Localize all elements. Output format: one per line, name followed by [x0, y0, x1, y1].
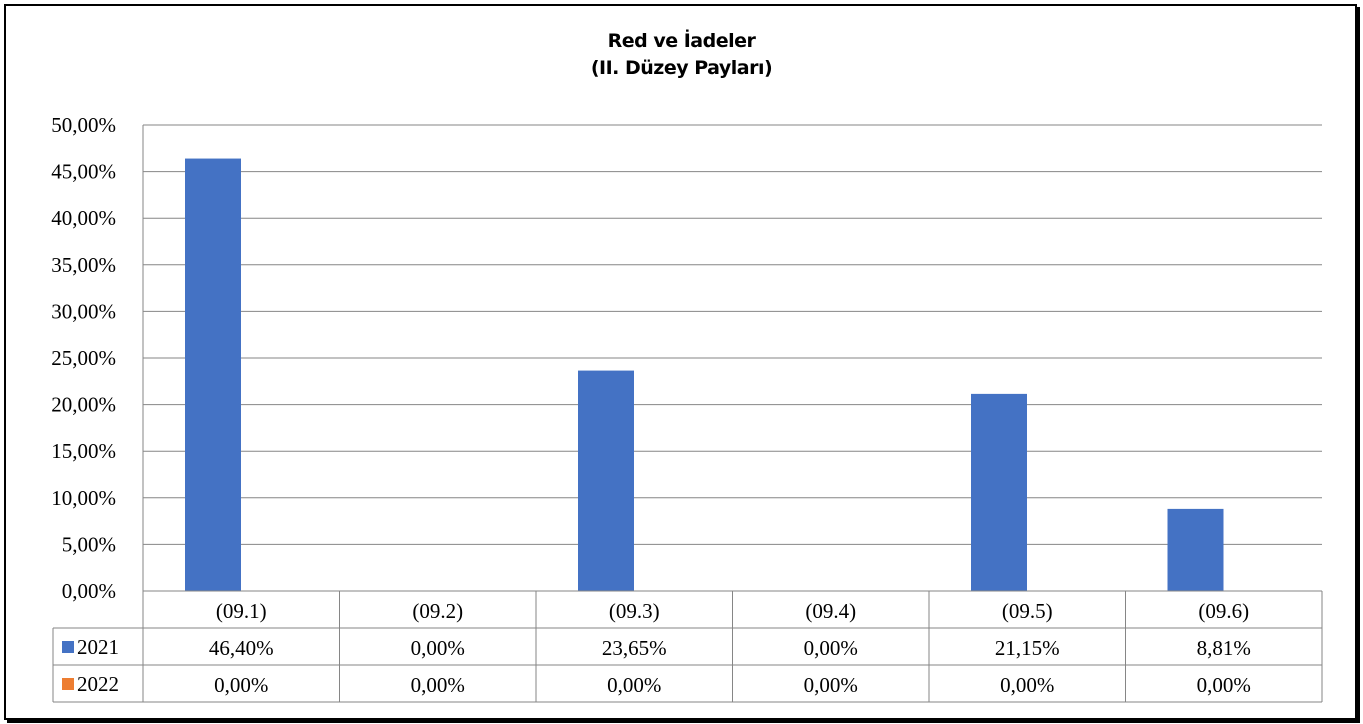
data-label: 0,00%	[804, 636, 858, 660]
legend-swatch-2021	[62, 641, 74, 653]
y-tick-label: 40,00%	[51, 206, 116, 230]
data-label: 0,00%	[411, 636, 465, 660]
category-label: (09.3)	[609, 599, 660, 623]
data-label: 0,00%	[411, 673, 465, 697]
legend-swatch-2022	[62, 678, 74, 690]
data-label: 0,00%	[607, 673, 661, 697]
y-tick-label: 10,00%	[51, 486, 116, 510]
data-label: 8,81%	[1197, 636, 1251, 660]
data-label: 0,00%	[1000, 673, 1054, 697]
data-label: 0,00%	[804, 673, 858, 697]
chart-subtitle: (II. Düzey Payları)	[590, 57, 773, 79]
y-tick-label: 20,00%	[51, 393, 116, 417]
category-label: (09.5)	[1002, 599, 1053, 623]
bar-2021-(09.3)	[578, 370, 634, 591]
y-tick-label: 0,00%	[62, 579, 116, 603]
y-tick-label: 45,00%	[51, 160, 116, 184]
data-label: 23,65%	[602, 636, 667, 660]
y-tick-label: 30,00%	[51, 299, 116, 323]
category-label: (09.6)	[1198, 599, 1249, 623]
category-label: (09.2)	[412, 599, 463, 623]
data-label: 21,15%	[995, 636, 1060, 660]
y-tick-label: 35,00%	[51, 253, 116, 277]
bar-2021-(09.6)	[1167, 508, 1224, 591]
y-tick-label: 15,00%	[51, 439, 116, 463]
y-tick-label: 5,00%	[62, 532, 116, 556]
bar-2021-(09.1)	[185, 158, 241, 591]
category-label: (09.4)	[805, 599, 856, 623]
data-label: 0,00%	[214, 673, 268, 697]
bar-2021-(09.5)	[971, 393, 1027, 591]
data-label: 46,40%	[209, 636, 274, 660]
y-tick-label: 25,00%	[51, 346, 116, 370]
chart-title: Red ve İadeler	[607, 30, 756, 52]
legend-label-2022: 2022	[77, 672, 119, 696]
category-label: (09.1)	[216, 599, 267, 623]
legend-label-2021: 2021	[77, 635, 119, 659]
data-label: 0,00%	[1197, 673, 1251, 697]
chart-title-block: Red ve İadeler (II. Düzey Payları)	[0, 28, 1363, 82]
y-tick-label: 50,00%	[51, 113, 116, 137]
